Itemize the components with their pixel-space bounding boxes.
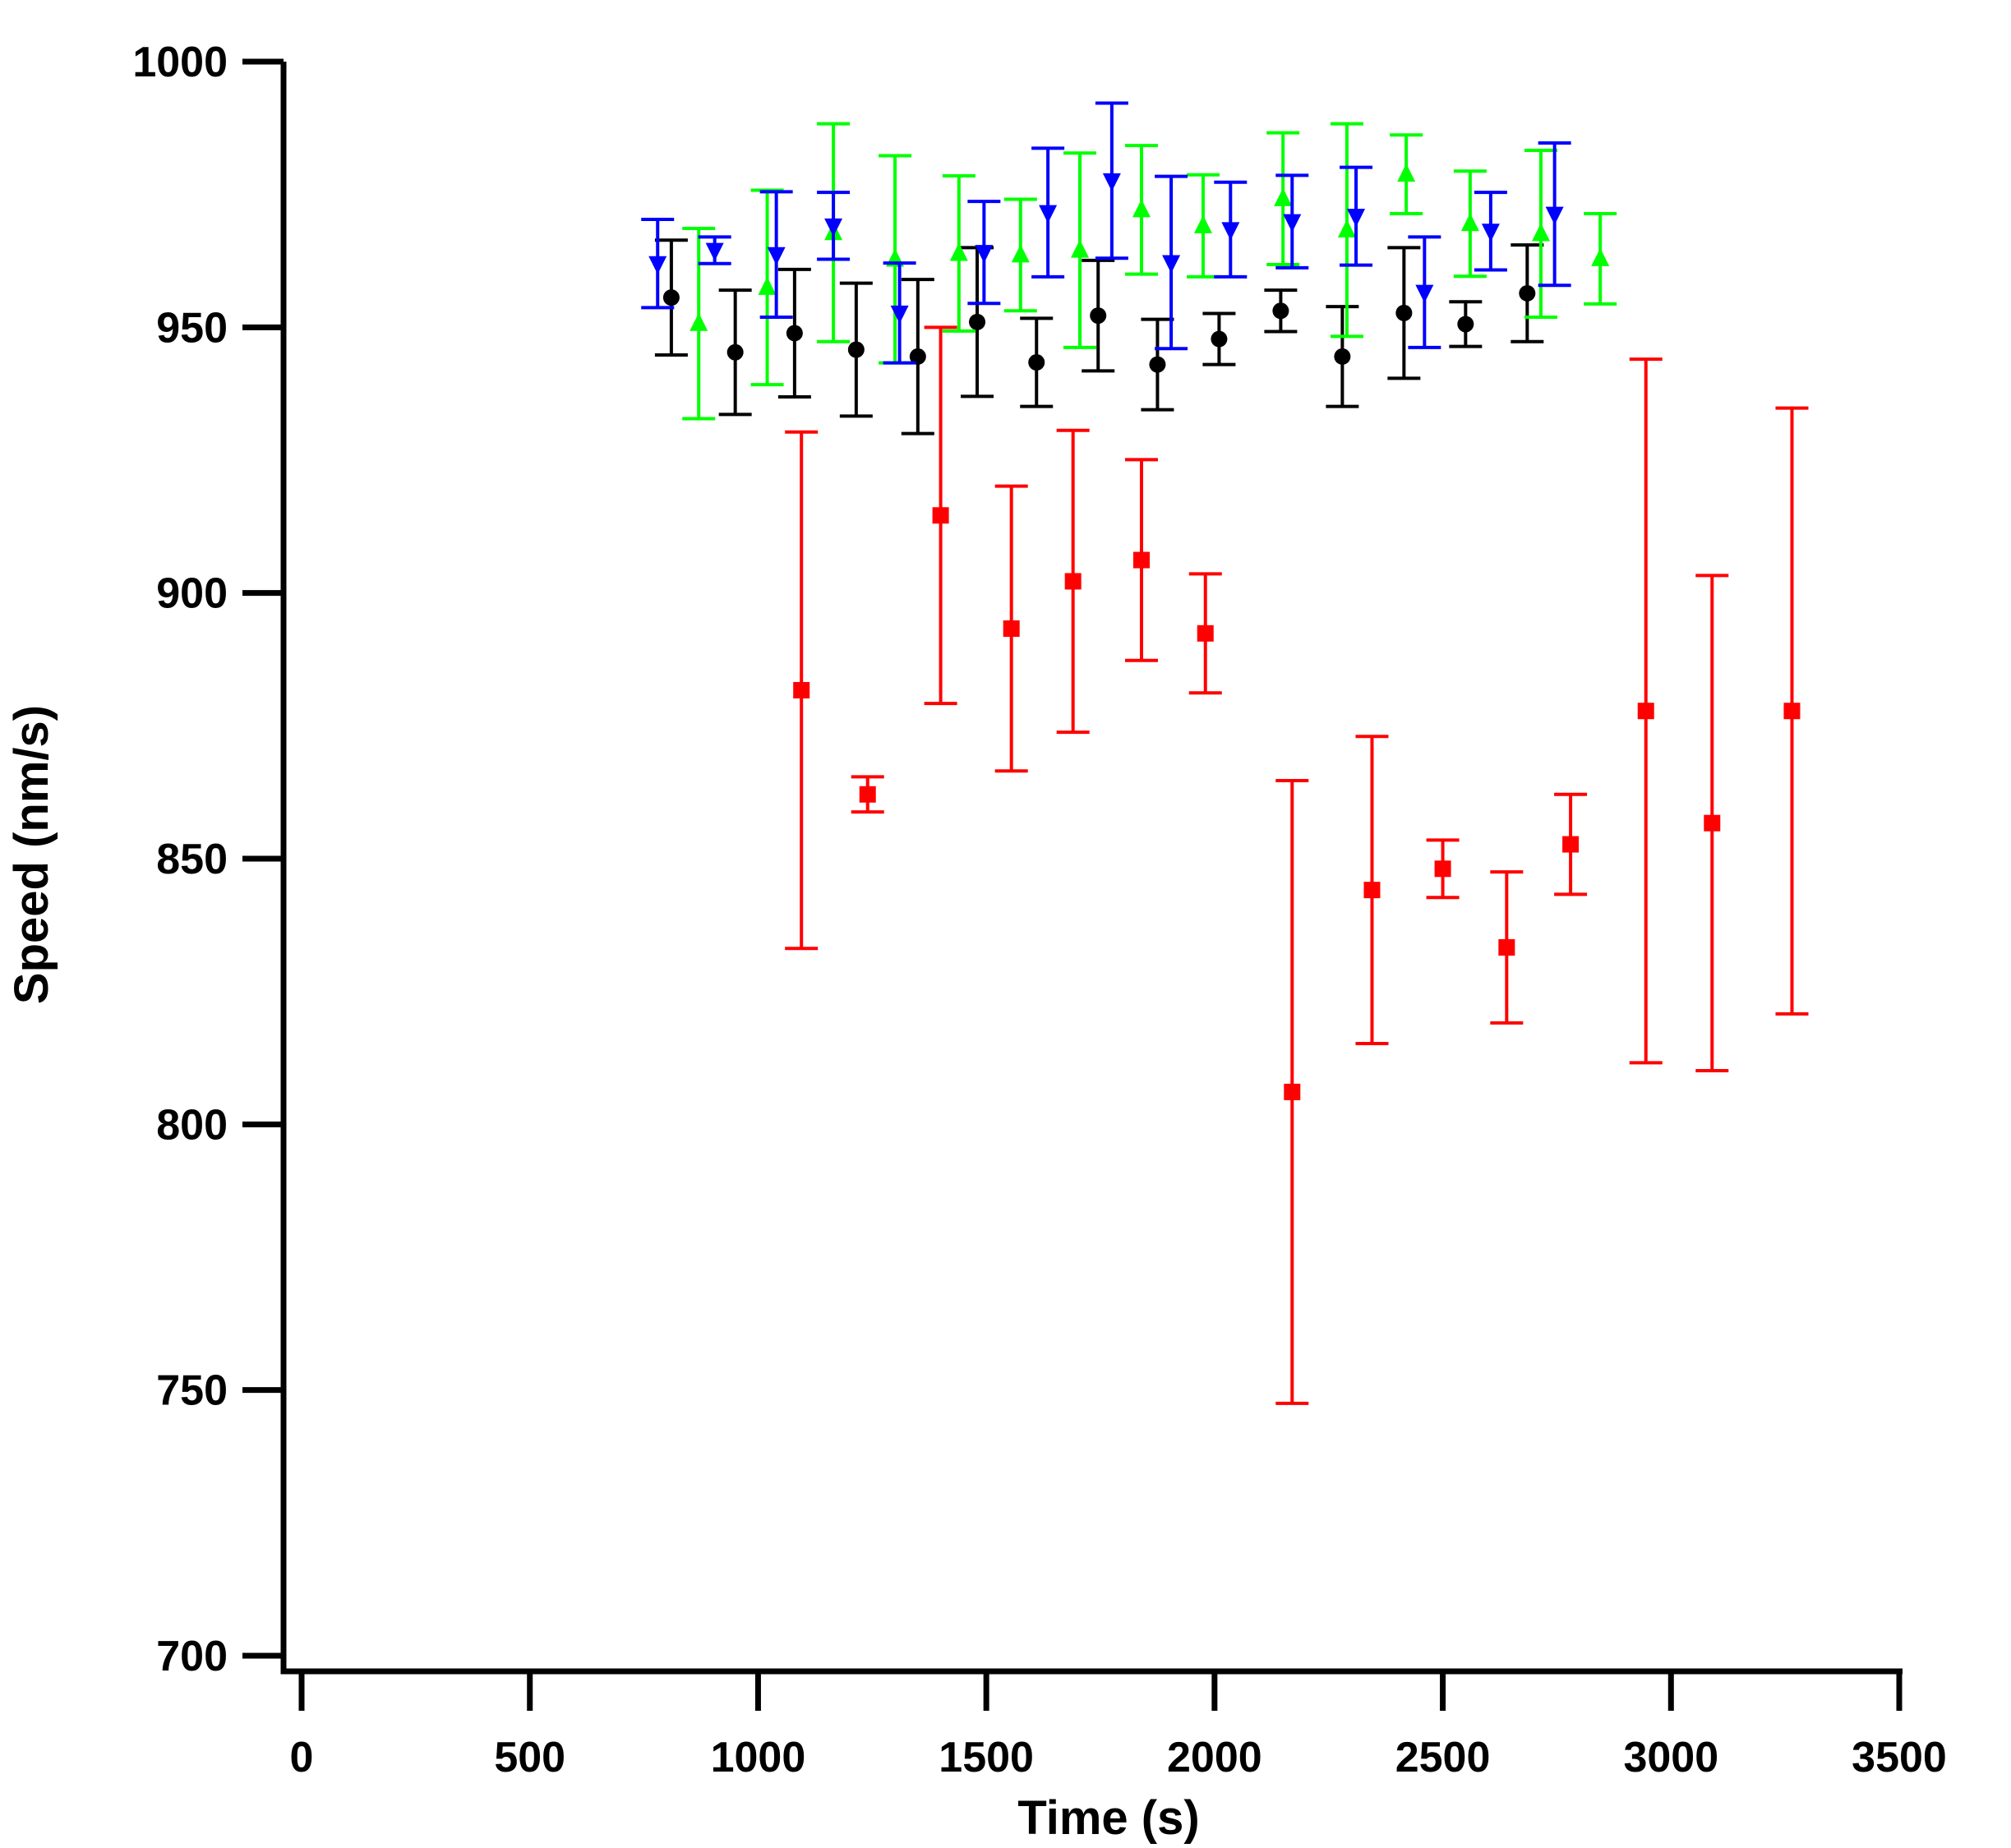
x-tick-label: 500 — [494, 1734, 565, 1781]
data-point — [786, 325, 803, 342]
data-point — [1347, 209, 1366, 228]
y-tick-label: 750 — [156, 1367, 228, 1415]
data-point — [1704, 814, 1721, 832]
data-point — [1149, 356, 1166, 373]
data-point — [1132, 551, 1150, 569]
data-point — [1028, 354, 1045, 371]
data-point — [1334, 348, 1351, 365]
data-point — [1071, 239, 1090, 258]
data-point — [1039, 205, 1058, 224]
data-point — [975, 245, 994, 264]
y-tick-label: 800 — [156, 1101, 228, 1149]
y-axis-title: Speed (nm/s) — [5, 705, 58, 1004]
data-point — [1132, 199, 1151, 218]
x-tick-label: 2000 — [1167, 1734, 1262, 1781]
data-point — [1221, 222, 1240, 241]
y-tick-label: 900 — [156, 570, 228, 618]
data-point — [1197, 624, 1214, 642]
series-triangle-down — [641, 101, 1571, 365]
data-point — [1397, 164, 1416, 182]
data-point — [859, 786, 876, 803]
x-axis-ticks: 0 500 1000 1500 2000 2500 3000 3500 — [290, 1671, 1947, 1781]
y-tick-label: 850 — [156, 836, 228, 883]
data-point — [1363, 882, 1381, 899]
data-point — [1531, 223, 1550, 242]
x-tick-label: 3000 — [1623, 1734, 1718, 1781]
data-point — [1591, 247, 1610, 266]
y-tick-label: 1000 — [132, 39, 228, 86]
axes: 700 750 800 850 900 950 1000 0 500 1000 1500 2000 2… — [132, 39, 1947, 1781]
data-point — [662, 289, 680, 306]
data-point — [1783, 703, 1801, 720]
data-point — [1562, 836, 1580, 853]
data-point — [1162, 255, 1181, 274]
data-point — [1637, 703, 1654, 720]
data-point — [1415, 284, 1434, 303]
data-point — [1090, 307, 1107, 325]
data-point — [1003, 620, 1020, 637]
data-point — [1283, 214, 1302, 233]
x-tick-label: 0 — [290, 1734, 314, 1781]
data-point — [1498, 938, 1515, 956]
data-series — [641, 101, 1809, 1405]
data-point — [909, 348, 926, 365]
data-point — [648, 256, 667, 274]
x-tick-label: 2500 — [1395, 1734, 1491, 1781]
data-point — [1102, 173, 1121, 191]
data-point — [758, 276, 777, 295]
data-point — [1337, 219, 1356, 237]
data-point — [1011, 244, 1030, 263]
data-point — [1481, 224, 1500, 242]
data-point — [767, 247, 786, 265]
data-point — [793, 682, 810, 699]
series-circle — [654, 238, 1544, 436]
data-point — [1460, 213, 1479, 232]
data-point — [1434, 860, 1451, 878]
data-point — [1064, 573, 1082, 590]
y-tick-label: 700 — [156, 1633, 228, 1680]
data-point — [1457, 316, 1474, 333]
data-point — [1211, 330, 1228, 348]
y-axis-ticks: 700 750 800 850 900 950 1000 — [132, 39, 284, 1680]
data-point — [1274, 187, 1293, 206]
data-point — [890, 305, 909, 324]
data-point — [1519, 284, 1536, 302]
x-tick-label: 3500 — [1852, 1734, 1947, 1781]
y-tick-label: 950 — [156, 304, 228, 352]
series-square — [785, 325, 1809, 1405]
data-point — [949, 242, 968, 261]
data-point — [690, 312, 708, 331]
data-point — [1545, 206, 1564, 225]
data-point — [726, 343, 744, 361]
data-point — [1193, 214, 1212, 233]
data-point — [932, 507, 949, 524]
data-point — [705, 242, 724, 261]
data-point — [824, 218, 843, 237]
data-point — [1395, 304, 1413, 321]
x-axis-title: Time (s) — [1017, 1791, 1199, 1845]
data-point — [1272, 302, 1289, 320]
data-point — [847, 341, 865, 358]
data-point — [969, 313, 986, 330]
x-tick-label: 1500 — [939, 1734, 1034, 1781]
x-tick-label: 1000 — [711, 1734, 806, 1781]
data-point — [1284, 1083, 1301, 1100]
